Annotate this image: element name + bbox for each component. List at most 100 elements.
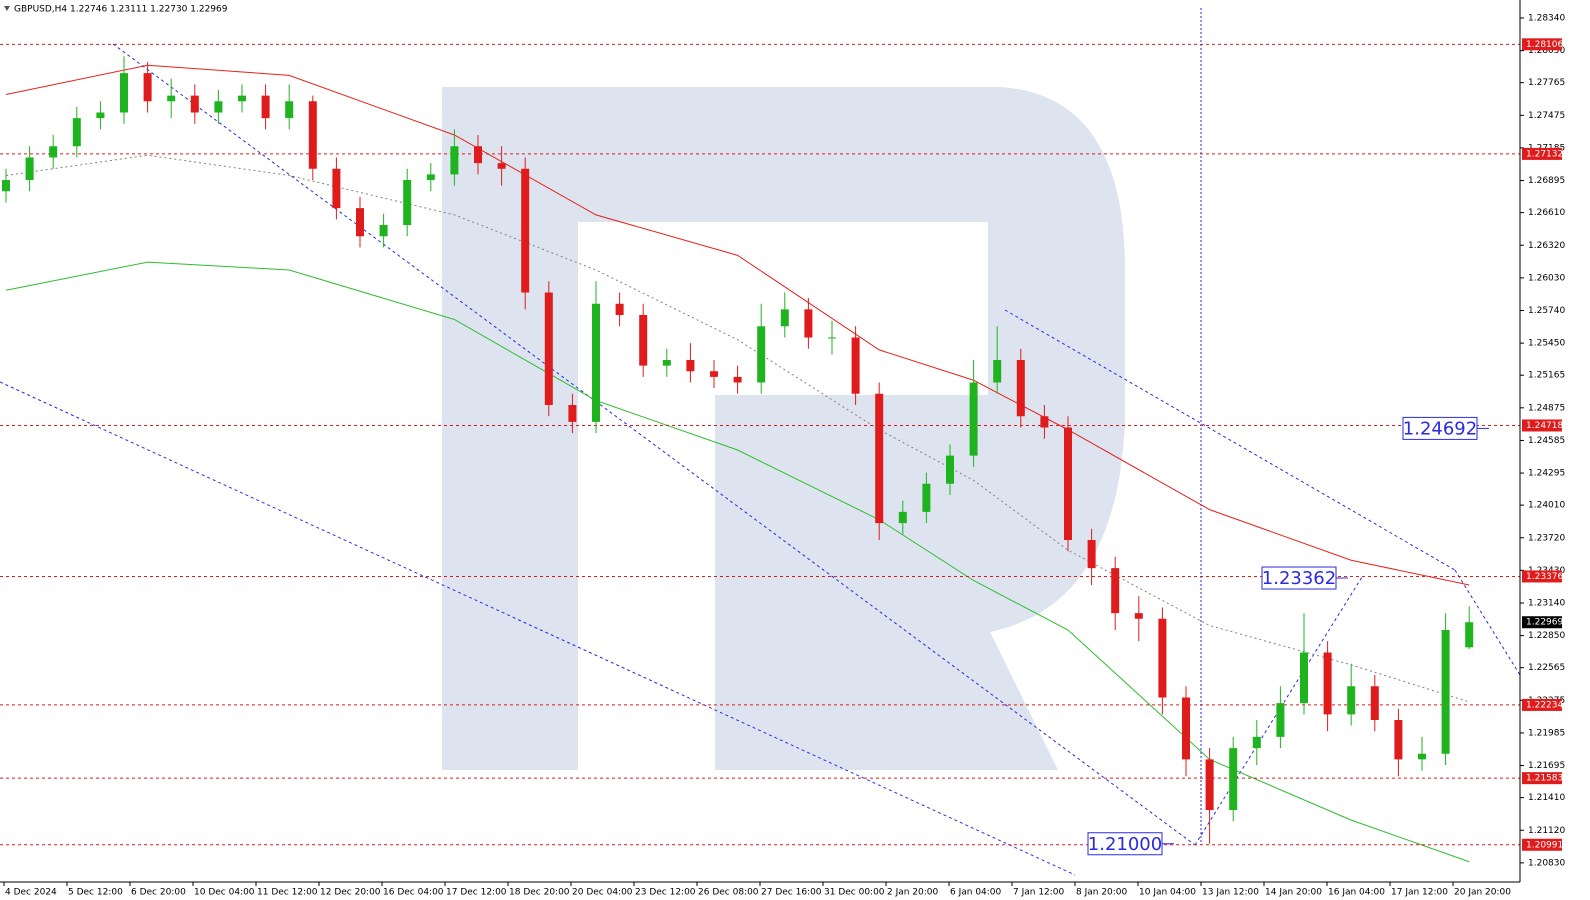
y-tick-label: 1.21985: [1528, 728, 1565, 738]
level-label: 1.22234: [1526, 700, 1563, 710]
candle-body: [379, 225, 388, 237]
x-tick-label: 16 Jan 04:00: [1328, 888, 1385, 898]
y-tick-label: 1.21410: [1528, 793, 1565, 803]
candle-body: [875, 393, 884, 524]
level-label: 1.21583: [1526, 774, 1563, 784]
candle-body: [190, 95, 199, 113]
candle-body: [261, 95, 270, 119]
watermark: [442, 87, 1125, 770]
x-tick-label: 20 Jan 20:00: [1454, 888, 1511, 898]
level-label: 1.27132: [1526, 149, 1563, 159]
x-tick-label: 8 Jan 20:00: [1076, 888, 1128, 898]
candle-body: [733, 376, 742, 383]
candle-body: [828, 337, 836, 339]
x-tick-label: 17 Jan 12:00: [1391, 888, 1448, 898]
y-tick-label: 1.26030: [1528, 273, 1565, 283]
x-tick-label: 11 Dec 12:00: [257, 888, 318, 898]
trend-line: [1004, 309, 1456, 571]
y-tick-label: 1.24295: [1528, 469, 1565, 479]
level-label-bg: [1522, 698, 1562, 711]
candle-body: [851, 337, 860, 394]
candle-body: [1182, 697, 1190, 760]
x-tick-label: 23 Dec 12:00: [635, 888, 696, 898]
candle-body: [662, 360, 671, 366]
candle-body: [238, 95, 246, 102]
candle-body: [1252, 736, 1261, 749]
last-price-bg: [1522, 616, 1562, 629]
candle-body: [804, 309, 813, 338]
y-tick-label: 1.28050: [1528, 46, 1565, 56]
forecast-label: 1.21000: [1088, 834, 1162, 855]
y-tick-label: 1.25740: [1528, 306, 1565, 316]
candle-body: [686, 360, 695, 372]
x-tick-label: 14 Jan 20:00: [1265, 888, 1322, 898]
y-tick-label: 1.23720: [1528, 533, 1565, 543]
x-tick-label: 10 Jan 04:00: [1139, 888, 1196, 898]
candle-body: [1134, 613, 1143, 619]
candle-body: [1111, 568, 1120, 614]
candle-body: [639, 315, 648, 366]
candle-body: [1158, 618, 1167, 698]
y-tick-label: 1.27475: [1528, 111, 1565, 121]
y-tick-label: 1.26610: [1528, 208, 1565, 218]
candle-body: [1418, 753, 1426, 760]
candle-body: [1323, 652, 1332, 715]
candle-body: [946, 455, 954, 484]
candle-body: [521, 168, 530, 293]
candle-body: [308, 101, 317, 169]
level-label-bg: [1522, 38, 1562, 51]
x-tick-label: 5 Dec 12:00: [68, 888, 123, 898]
candle-body: [1087, 540, 1096, 569]
x-tick-label: 6 Jan 04:00: [950, 888, 1002, 898]
x-tick-label: 10 Dec 04:00: [194, 888, 255, 898]
x-tick-label: 7 Jan 12:00: [1013, 888, 1065, 898]
forecast-label: 1.23362: [1262, 568, 1336, 589]
candle-body: [993, 360, 1002, 383]
trend-line: [0, 381, 1076, 876]
x-tick-label: 17 Dec 12:00: [446, 888, 507, 898]
x-tick-label: 6 Dec 20:00: [131, 888, 186, 898]
candle-body: [450, 146, 459, 175]
candle-body: [780, 309, 789, 327]
y-tick-label: 1.27765: [1528, 78, 1565, 88]
x-tick-label: 4 Dec 2024: [5, 888, 57, 898]
y-tick-label: 1.24010: [1528, 501, 1565, 511]
x-tick-label: 13 Jan 12:00: [1202, 888, 1259, 898]
x-tick-label: 16 Dec 04:00: [383, 888, 444, 898]
candle-body: [1229, 748, 1238, 810]
y-tick-label: 1.21120: [1528, 826, 1565, 836]
candle-body: [969, 382, 978, 456]
candle-body: [1465, 622, 1474, 648]
candle-body: [710, 371, 718, 377]
candle-body: [544, 292, 553, 405]
candle-body: [25, 157, 34, 180]
candle-body: [96, 112, 105, 119]
candle-body: [1064, 427, 1072, 540]
candle-body: [214, 101, 223, 113]
y-tick-label: 1.23140: [1528, 599, 1565, 609]
y-tick-label: 1.28340: [1528, 14, 1565, 24]
candle-body: [72, 118, 81, 147]
last-price-label: 1.22969: [1526, 618, 1563, 628]
candle-body: [1370, 686, 1379, 720]
candle-body: [1300, 652, 1308, 704]
candle-body: [2, 180, 10, 192]
candle-body: [898, 511, 907, 524]
trend-line: [112, 43, 1196, 846]
y-tick-label: 1.26320: [1528, 241, 1565, 251]
x-tick-label: 27 Dec 16:00: [761, 888, 822, 898]
level-label: 1.24718: [1526, 421, 1563, 431]
candle-body: [1016, 360, 1025, 417]
y-tick-label: 1.24585: [1528, 436, 1565, 446]
x-tick-label: 12 Dec 20:00: [320, 888, 381, 898]
symbol-icon: [4, 6, 10, 11]
candle-body: [592, 303, 600, 422]
candle-body: [1205, 759, 1214, 810]
candle-body: [143, 73, 152, 102]
candle-body: [49, 146, 58, 158]
candle-body: [332, 168, 341, 209]
x-tick-label: 18 Dec 20:00: [509, 888, 570, 898]
level-label: 1.28106: [1526, 40, 1563, 50]
candle-body: [403, 180, 412, 225]
